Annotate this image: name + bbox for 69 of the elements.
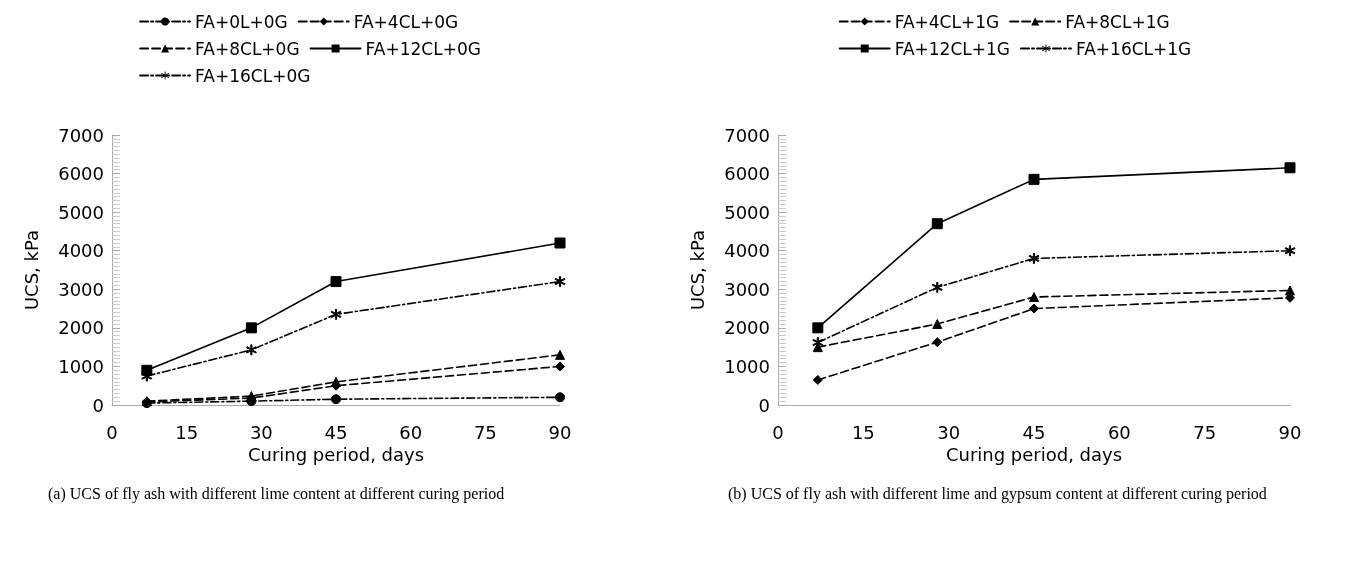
legend-label: FA+16CL+0G [195, 65, 311, 86]
point [1029, 303, 1039, 314]
y-tick-label: 3000 [58, 278, 104, 300]
point [331, 394, 341, 405]
point [555, 349, 565, 360]
text: (a) UCS of fly ash with different lime content at different curing period [47, 484, 506, 504]
x-tick-label: 0 [106, 421, 118, 443]
y-tick-label: 0 [758, 394, 770, 416]
x-axis-title: Curing period, days [247, 444, 425, 466]
x-tick-label: 75 [473, 421, 497, 443]
y-tick-label: 4000 [58, 240, 104, 262]
point [331, 376, 341, 387]
point [1284, 162, 1296, 174]
x-tick-label: 75 [1193, 421, 1217, 443]
point [1028, 252, 1040, 264]
y-tick-label: 6000 [724, 163, 770, 185]
x-tick-label: 15 [175, 421, 199, 443]
x-tick-label: 45 [324, 421, 348, 443]
point [931, 281, 943, 293]
y-axis-title: UCS, kPa [686, 229, 708, 311]
point [330, 276, 342, 288]
y-axis-title: UCS, kPa [20, 229, 42, 311]
y-tick-label: 5000 [724, 201, 770, 223]
y-tick-label: 3000 [724, 278, 770, 300]
y-tick-label: 7000 [58, 124, 104, 146]
legend-label: FA+16CL+1G [1076, 38, 1192, 59]
legend-label: FA+8CL+1G [1065, 11, 1170, 32]
y-tick-label: 6000 [58, 163, 104, 185]
point [1285, 285, 1295, 296]
y-tick-label: 5000 [58, 201, 104, 223]
point [555, 361, 565, 372]
text: (b) UCS of fly ash with different lime and gypsum content at different curing period [727, 484, 1268, 504]
y-tick-label: 1000 [724, 355, 770, 377]
x-tick-label: 30 [937, 421, 961, 443]
point [245, 344, 257, 356]
legend-label: FA+4CL+1G [894, 11, 1000, 32]
x-tick-label: 90 [1278, 421, 1302, 443]
y-tick-label: 1000 [58, 355, 104, 377]
y-tick-label: 2000 [724, 317, 770, 339]
y-tick-label: 4000 [724, 240, 770, 262]
x-tick-label: 60 [1107, 421, 1131, 443]
x-tick-label: 90 [548, 421, 572, 443]
x-tick-label: 45 [1022, 421, 1046, 443]
legend-label: FA+4CL+0G [353, 11, 459, 32]
point [931, 218, 943, 230]
point [812, 374, 823, 385]
y-tick-label: 2000 [58, 317, 104, 339]
y-tick-label: 7000 [724, 124, 770, 146]
point [330, 308, 342, 320]
point [554, 237, 566, 249]
point [245, 322, 257, 334]
point [1284, 245, 1296, 257]
point [932, 319, 943, 329]
legend-label: FA+12CL+1G [894, 38, 1011, 59]
legend-label: FA+12CL+0G [365, 38, 481, 59]
point [555, 392, 565, 403]
x-tick-label: 60 [399, 421, 423, 443]
point [812, 322, 824, 334]
point [1028, 173, 1040, 185]
point [554, 276, 566, 288]
x-tick-label: 30 [249, 421, 273, 443]
y-tick-label: 0 [92, 394, 104, 416]
point [1029, 292, 1039, 302]
x-axis-title: Curing period, days [945, 444, 1123, 466]
x-tick-label: 0 [772, 421, 784, 443]
legend-label: FA+0L+0G [195, 11, 288, 32]
point [932, 337, 943, 348]
legend-label: FA+8CL+0G [195, 38, 300, 59]
x-tick-label: 15 [851, 421, 875, 443]
